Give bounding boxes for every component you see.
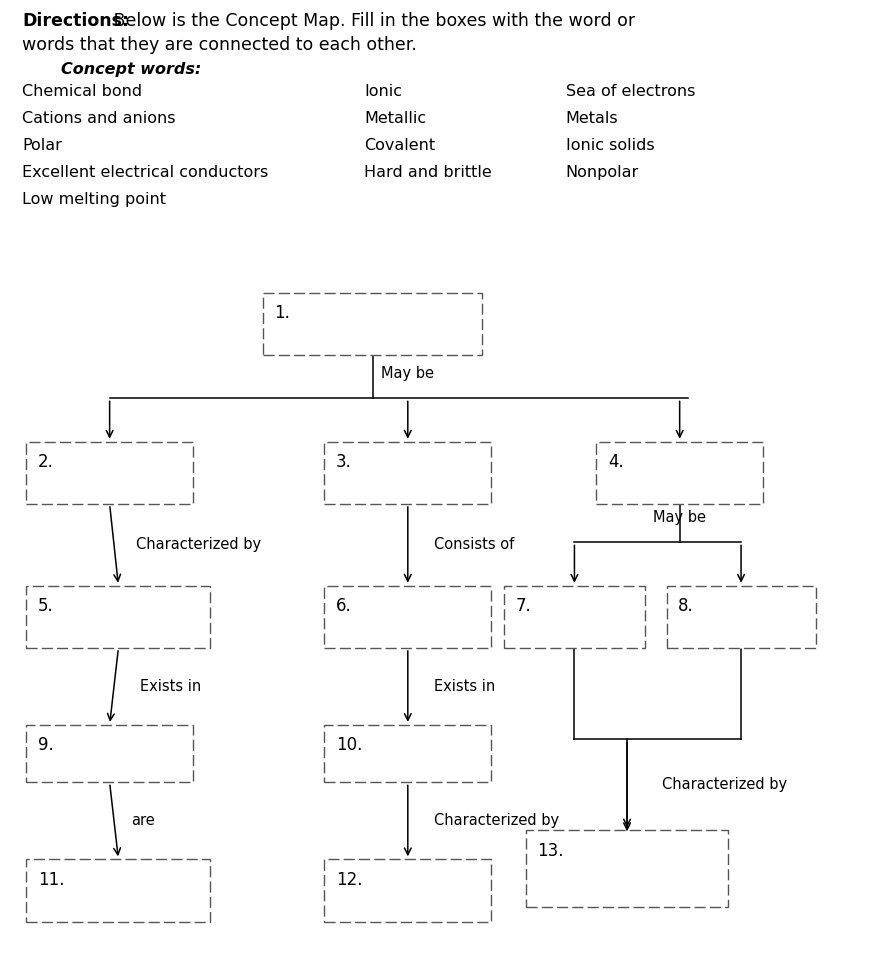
Text: Hard and brittle: Hard and brittle xyxy=(364,165,492,180)
FancyBboxPatch shape xyxy=(504,586,645,648)
FancyBboxPatch shape xyxy=(26,859,210,922)
Text: 13.: 13. xyxy=(538,842,564,860)
Text: Below is the Concept Map. Fill in the boxes with the word or: Below is the Concept Map. Fill in the bo… xyxy=(108,12,635,30)
Text: Exists in: Exists in xyxy=(140,679,202,694)
FancyBboxPatch shape xyxy=(26,442,193,504)
Text: 10.: 10. xyxy=(336,736,362,755)
Text: Characterized by: Characterized by xyxy=(662,778,788,792)
FancyBboxPatch shape xyxy=(324,586,491,648)
Text: Exists in: Exists in xyxy=(434,679,496,694)
Text: Metallic: Metallic xyxy=(364,111,426,127)
Text: 5.: 5. xyxy=(38,597,53,615)
Text: 6.: 6. xyxy=(336,597,352,615)
Text: Ionic: Ionic xyxy=(364,84,402,100)
FancyBboxPatch shape xyxy=(526,830,728,907)
Text: Sea of electrons: Sea of electrons xyxy=(566,84,695,100)
Text: 12.: 12. xyxy=(336,871,362,889)
FancyBboxPatch shape xyxy=(263,293,482,355)
Text: 1.: 1. xyxy=(275,304,290,323)
Text: Metals: Metals xyxy=(566,111,618,127)
Text: Excellent electrical conductors: Excellent electrical conductors xyxy=(22,165,268,180)
Text: 2.: 2. xyxy=(38,453,53,471)
Text: Ionic solids: Ionic solids xyxy=(566,138,654,154)
FancyBboxPatch shape xyxy=(596,442,763,504)
Text: Directions:: Directions: xyxy=(22,12,129,30)
Text: 7.: 7. xyxy=(516,597,531,615)
FancyBboxPatch shape xyxy=(26,725,193,782)
Text: 4.: 4. xyxy=(608,453,624,471)
Text: 9.: 9. xyxy=(38,736,53,755)
Text: Polar: Polar xyxy=(22,138,61,154)
Text: Chemical bond: Chemical bond xyxy=(22,84,142,100)
FancyBboxPatch shape xyxy=(324,442,491,504)
Text: Cations and anions: Cations and anions xyxy=(22,111,175,127)
Text: Consists of: Consists of xyxy=(434,538,515,552)
FancyBboxPatch shape xyxy=(324,725,491,782)
Text: Characterized by: Characterized by xyxy=(434,813,560,828)
Text: May be: May be xyxy=(381,366,434,381)
Text: Covalent: Covalent xyxy=(364,138,435,154)
Text: 3.: 3. xyxy=(336,453,352,471)
FancyBboxPatch shape xyxy=(667,586,816,648)
Text: are: are xyxy=(132,813,155,828)
Text: 8.: 8. xyxy=(678,597,694,615)
Text: words that they are connected to each other.: words that they are connected to each ot… xyxy=(22,36,417,55)
Text: Characterized by: Characterized by xyxy=(136,538,261,552)
Text: 11.: 11. xyxy=(38,871,64,889)
Text: Nonpolar: Nonpolar xyxy=(566,165,639,180)
FancyBboxPatch shape xyxy=(324,859,491,922)
Text: May be: May be xyxy=(653,510,706,525)
FancyBboxPatch shape xyxy=(26,586,210,648)
Text: Low melting point: Low melting point xyxy=(22,192,166,207)
Text: Concept words:: Concept words: xyxy=(61,62,202,78)
